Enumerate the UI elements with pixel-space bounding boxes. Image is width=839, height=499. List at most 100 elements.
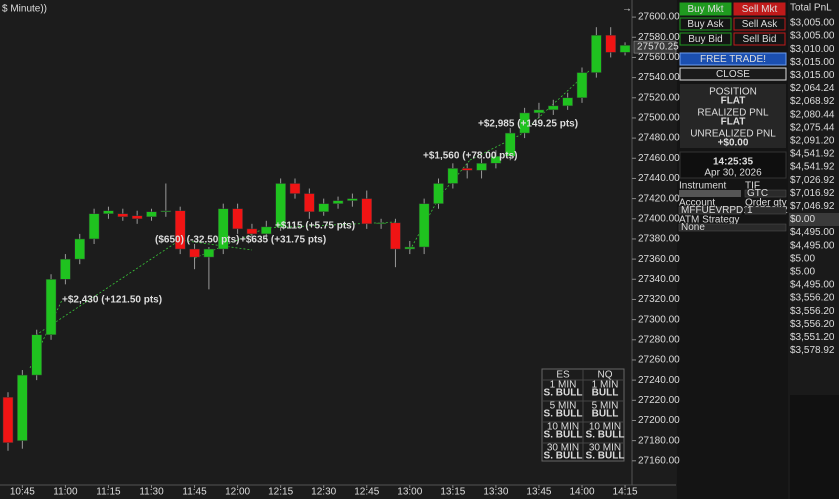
- order-panel: [677, 0, 788, 499]
- signal-period: 10 MIN: [589, 422, 621, 433]
- candle-body: [146, 211, 157, 218]
- candle-body: [289, 183, 301, 194]
- pnl-value: $3,578.92: [790, 345, 835, 356]
- qty-field[interactable]: [744, 206, 787, 215]
- candle-body: [619, 45, 631, 53]
- pnl-value: $4,541.92: [790, 149, 835, 160]
- pnl-value: $3,005.00: [790, 18, 835, 29]
- free-trade-label[interactable]: FREE TRADE!: [700, 54, 766, 65]
- field-label: TIF: [745, 181, 760, 192]
- tif-field[interactable]: [744, 189, 787, 198]
- candle-body: [232, 208, 243, 230]
- account-field[interactable]: [678, 206, 742, 215]
- candle-body: [347, 198, 358, 201]
- order-button-label[interactable]: Buy Ask: [687, 19, 724, 30]
- pnl-value: $2,080.44: [790, 109, 835, 120]
- x-tick-label: 12:00: [225, 487, 250, 498]
- x-tick-label: 11:45: [182, 487, 207, 498]
- free-trade-button[interactable]: [679, 52, 787, 66]
- pnl-value: $3,551.20: [790, 332, 835, 343]
- y-tick-label: 27260.00: [638, 355, 680, 366]
- pnl-value: $3,556.20: [790, 293, 835, 304]
- pnl-title: Total PnL: [790, 3, 832, 14]
- y-tick-label: 27240.00: [638, 375, 680, 386]
- candle-body: [203, 248, 215, 258]
- pnl-value: $3,015.00: [790, 70, 835, 81]
- menu-arrow[interactable]: →: [622, 4, 632, 15]
- candle-body: [275, 183, 286, 228]
- candle-body: [375, 222, 387, 225]
- candle-body: [103, 210, 114, 214]
- pnl-value: $2,075.44: [790, 122, 835, 133]
- candle-body: [476, 163, 487, 171]
- pnl-value: $2,064.24: [790, 83, 835, 94]
- y-tick-label: 27520.00: [638, 92, 680, 103]
- order-button-label[interactable]: Sell Mkt: [742, 4, 778, 15]
- trade-annotation: ($650) (-32.50 pts): [155, 235, 239, 246]
- order-button-label[interactable]: Buy Bid: [688, 34, 722, 45]
- signal-header: NQ: [598, 370, 613, 381]
- pnl-value: $2,068.92: [790, 96, 835, 107]
- order-button[interactable]: [679, 17, 732, 31]
- last-price-label: 27570.25: [637, 42, 679, 53]
- x-tick-label: 12:45: [354, 487, 379, 498]
- candle-body: [45, 279, 57, 335]
- order-button[interactable]: [679, 32, 732, 46]
- y-tick-label: 27320.00: [638, 294, 680, 305]
- y-tick-label: 27600.00: [638, 12, 680, 23]
- order-button[interactable]: [733, 2, 786, 16]
- field-label: MFFUEVRPD16055042: [681, 205, 788, 216]
- candle-body: [548, 105, 559, 111]
- y-tick-label: 27280.00: [638, 334, 680, 345]
- y-tick-label: 27500.00: [638, 113, 680, 124]
- candle-body: [461, 168, 473, 171]
- candle-body: [318, 203, 329, 212]
- candle-body: [576, 72, 588, 99]
- candle-body: [261, 226, 272, 235]
- candle-body: [60, 258, 71, 280]
- order-button[interactable]: [679, 2, 732, 16]
- order-button[interactable]: [733, 17, 786, 31]
- candle-body: [160, 210, 172, 212]
- field-label: Account: [679, 198, 715, 209]
- x-tick-label: 13:00: [397, 487, 422, 498]
- y-tick-label: 27300.00: [638, 314, 680, 325]
- candle-body: [591, 35, 602, 73]
- candle-body: [433, 183, 444, 204]
- field-label: Instrument: [679, 181, 726, 192]
- x-tick-label: 13:30: [483, 487, 508, 498]
- order-button[interactable]: [733, 32, 786, 46]
- candle-body: [447, 168, 459, 184]
- candle-body: [189, 248, 200, 258]
- trade-line: [35, 239, 181, 336]
- pnl-value: $3,556.20: [790, 306, 835, 317]
- x-tick-label: 11:15: [96, 487, 121, 498]
- candle-body: [17, 374, 28, 441]
- clock: 14:25:35: [713, 157, 753, 168]
- pnl-value: $4,495.00: [790, 240, 835, 251]
- candle-body: [88, 213, 100, 240]
- candle-body: [2, 397, 14, 443]
- y-tick-label: 27480.00: [638, 133, 680, 144]
- signal-period: 10 MIN: [547, 422, 579, 433]
- order-button-label[interactable]: Buy Mkt: [687, 4, 723, 15]
- candle-body: [533, 109, 545, 114]
- field-label: None: [681, 222, 705, 233]
- pnl-highlight: [789, 213, 839, 226]
- pnl-value: $7,026.92: [790, 175, 835, 186]
- order-button-label[interactable]: Sell Bid: [743, 34, 777, 45]
- y-tick-label: 27200.00: [638, 415, 680, 426]
- pnl-value: $4,541.92: [790, 162, 835, 173]
- close-label[interactable]: CLOSE: [716, 69, 750, 80]
- candle-body: [361, 198, 372, 225]
- close-button[interactable]: [679, 67, 787, 81]
- candle-body: [131, 215, 143, 220]
- y-tick-label: 27360.00: [638, 254, 680, 265]
- order-button-label[interactable]: Sell Ask: [742, 19, 779, 30]
- atm-field[interactable]: [678, 223, 787, 232]
- signal-period: 30 MIN: [589, 443, 621, 454]
- instrument-field[interactable]: [679, 190, 741, 197]
- position-value: +$0.00: [718, 138, 749, 149]
- candle-body: [418, 203, 430, 248]
- signal-state: S. BULL: [544, 451, 583, 462]
